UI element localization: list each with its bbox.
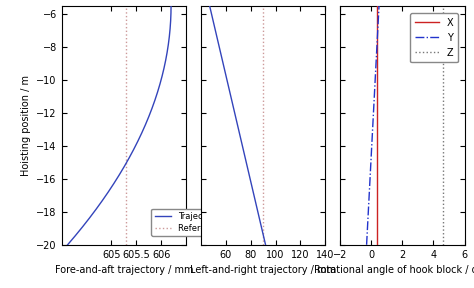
Legend: X, Y, Z: X, Y, Z [410, 13, 458, 62]
Y [374, 52, 379, 56]
X [374, 219, 380, 222]
X [374, 138, 380, 141]
Z [440, 243, 446, 247]
X-axis label: Fore-and-aft trajectory / mm: Fore-and-aft trajectory / mm [55, 265, 193, 275]
Y [365, 219, 371, 222]
X [374, 243, 380, 247]
Y [364, 243, 369, 247]
Z [440, 52, 446, 56]
Z [440, 138, 446, 141]
Y [376, 4, 382, 7]
Y [369, 146, 374, 150]
Z [440, 57, 446, 60]
X [374, 79, 380, 82]
Z [440, 4, 446, 7]
Z [440, 146, 446, 150]
Y [372, 79, 378, 82]
Y-axis label: Hoisting position / m: Hoisting position / m [21, 75, 31, 176]
X-axis label: Left-and-right trajectory / mm: Left-and-right trajectory / mm [190, 265, 336, 275]
Y [374, 57, 379, 60]
Y [369, 138, 375, 141]
X [374, 52, 380, 56]
Legend: Trajectory of mount point, Reference line: Trajectory of mount point, Reference lin… [151, 209, 288, 236]
Z [440, 219, 446, 222]
X [374, 146, 380, 150]
Z [440, 79, 446, 82]
X-axis label: Rotational angle of hook block / deg: Rotational angle of hook block / deg [314, 265, 474, 275]
X [374, 57, 380, 60]
Line: Y: Y [366, 6, 379, 245]
X [374, 4, 380, 7]
